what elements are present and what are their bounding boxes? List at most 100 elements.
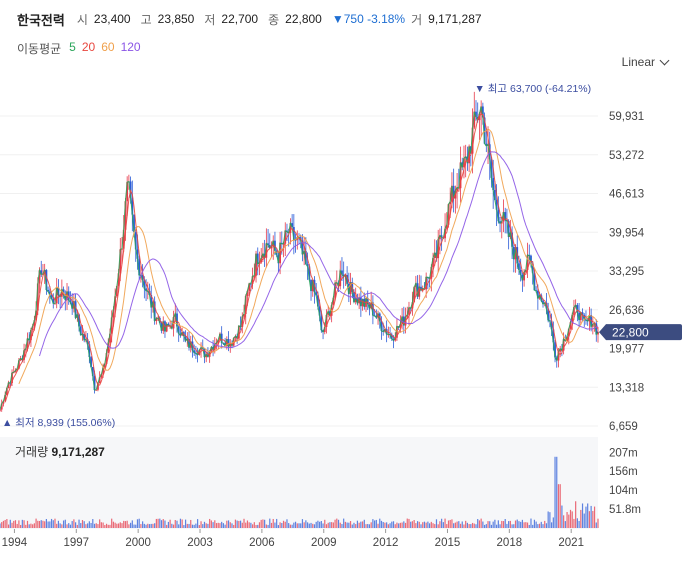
volume-bar bbox=[50, 518, 53, 528]
volume-bar bbox=[360, 521, 362, 528]
volume-bar bbox=[272, 518, 274, 528]
candle-body bbox=[497, 209, 500, 222]
candle-body bbox=[301, 240, 304, 255]
price-tick-label: 33,295 bbox=[609, 266, 644, 278]
volume-bar bbox=[169, 519, 171, 528]
candle-body bbox=[282, 243, 285, 245]
candle-body bbox=[512, 246, 515, 260]
candle-body bbox=[488, 144, 491, 160]
volume-bar bbox=[234, 519, 237, 528]
moving-average-lines bbox=[0, 106, 599, 410]
volume-bar bbox=[253, 522, 255, 528]
min-price-annotation: ▲ 최저 8,939 (155.06%) bbox=[2, 417, 115, 429]
volume-bar bbox=[408, 518, 410, 528]
volume-bar bbox=[87, 523, 89, 528]
candle-body bbox=[291, 223, 294, 228]
volume-bar bbox=[167, 521, 170, 528]
candle-body bbox=[526, 254, 529, 270]
volume-bar bbox=[188, 523, 190, 528]
candle-body bbox=[45, 270, 48, 290]
scale-dropdown[interactable]: Linear bbox=[621, 55, 670, 69]
candle-body bbox=[531, 263, 534, 274]
candle-body bbox=[107, 342, 110, 353]
volume-bar bbox=[190, 519, 192, 528]
candle-body bbox=[40, 270, 43, 275]
ma-5-label[interactable]: 5 bbox=[69, 40, 76, 54]
volume-bar bbox=[356, 520, 359, 528]
candle-body bbox=[308, 266, 311, 280]
volume-bar bbox=[109, 524, 111, 528]
volume-bar bbox=[274, 522, 276, 528]
volume-bar bbox=[212, 522, 214, 528]
candle-body bbox=[557, 351, 560, 361]
candle-body bbox=[530, 255, 532, 264]
volume-bar bbox=[509, 520, 511, 528]
ma-legend-label: 이동평균 bbox=[17, 42, 62, 56]
candle-body bbox=[177, 326, 180, 334]
volume-bar bbox=[380, 520, 383, 528]
ma-line-20 bbox=[4, 113, 599, 403]
candle-body bbox=[475, 111, 477, 118]
volume-bar bbox=[104, 525, 106, 528]
volume-bar bbox=[576, 518, 578, 528]
volume-bar bbox=[59, 523, 61, 528]
volume-bar bbox=[131, 520, 133, 528]
volume-bar bbox=[4, 519, 6, 528]
candle-body bbox=[141, 274, 144, 281]
candle-body bbox=[323, 327, 326, 333]
volume-bar bbox=[516, 519, 518, 528]
ma-20-label[interactable]: 20 bbox=[81, 40, 96, 54]
candle-body bbox=[117, 273, 120, 286]
volume-bar bbox=[183, 525, 185, 528]
volume-bar bbox=[514, 520, 517, 528]
volume-bar bbox=[559, 484, 561, 528]
candle-body bbox=[380, 321, 383, 331]
time-tick-label: 1994 bbox=[2, 537, 28, 549]
candle-body bbox=[542, 300, 544, 305]
volume-bar bbox=[540, 521, 542, 528]
time-tick-label: 2021 bbox=[558, 537, 584, 549]
candle-body bbox=[241, 316, 244, 327]
candle-body bbox=[332, 297, 335, 306]
candle-body bbox=[550, 321, 553, 330]
volume-bar bbox=[62, 520, 65, 528]
scale-dropdown-label: Linear bbox=[621, 55, 655, 69]
volume-bar bbox=[542, 524, 544, 528]
ma-120-label[interactable]: 120 bbox=[120, 40, 141, 54]
volume-bar bbox=[537, 524, 539, 528]
volume-bar bbox=[1, 522, 3, 528]
candle-body bbox=[189, 341, 192, 348]
volume-bar bbox=[296, 523, 298, 528]
candle-body bbox=[248, 283, 251, 291]
volume-bar bbox=[593, 506, 596, 528]
chart-grid bbox=[0, 115, 598, 427]
volume-bar bbox=[477, 519, 479, 528]
candle-body bbox=[492, 177, 495, 191]
volume-bar bbox=[209, 518, 211, 528]
ma-line-60 bbox=[18, 128, 599, 385]
ma-60-label[interactable]: 60 bbox=[101, 40, 115, 54]
candle-body bbox=[98, 377, 101, 384]
candle-body bbox=[420, 286, 422, 291]
volume-bar bbox=[207, 523, 209, 528]
candle-body bbox=[346, 275, 349, 284]
volume-bar bbox=[246, 520, 249, 528]
candle-body bbox=[327, 311, 330, 315]
candle-body bbox=[172, 317, 175, 329]
volume-bar bbox=[401, 522, 403, 528]
volume-bar bbox=[564, 521, 566, 528]
volume-bar bbox=[447, 520, 450, 528]
candle-body bbox=[363, 298, 366, 307]
volume-bar bbox=[20, 524, 22, 528]
volume-bar bbox=[239, 520, 242, 528]
volume-bar bbox=[585, 506, 587, 528]
candle-body bbox=[547, 308, 550, 321]
volume-bar bbox=[138, 518, 140, 528]
candle-body bbox=[523, 272, 526, 281]
volume-bar bbox=[372, 519, 374, 528]
time-tick-label: 2006 bbox=[249, 537, 275, 549]
volume-bar bbox=[489, 521, 491, 528]
volume-bar bbox=[365, 524, 367, 528]
candle-body bbox=[567, 328, 570, 337]
